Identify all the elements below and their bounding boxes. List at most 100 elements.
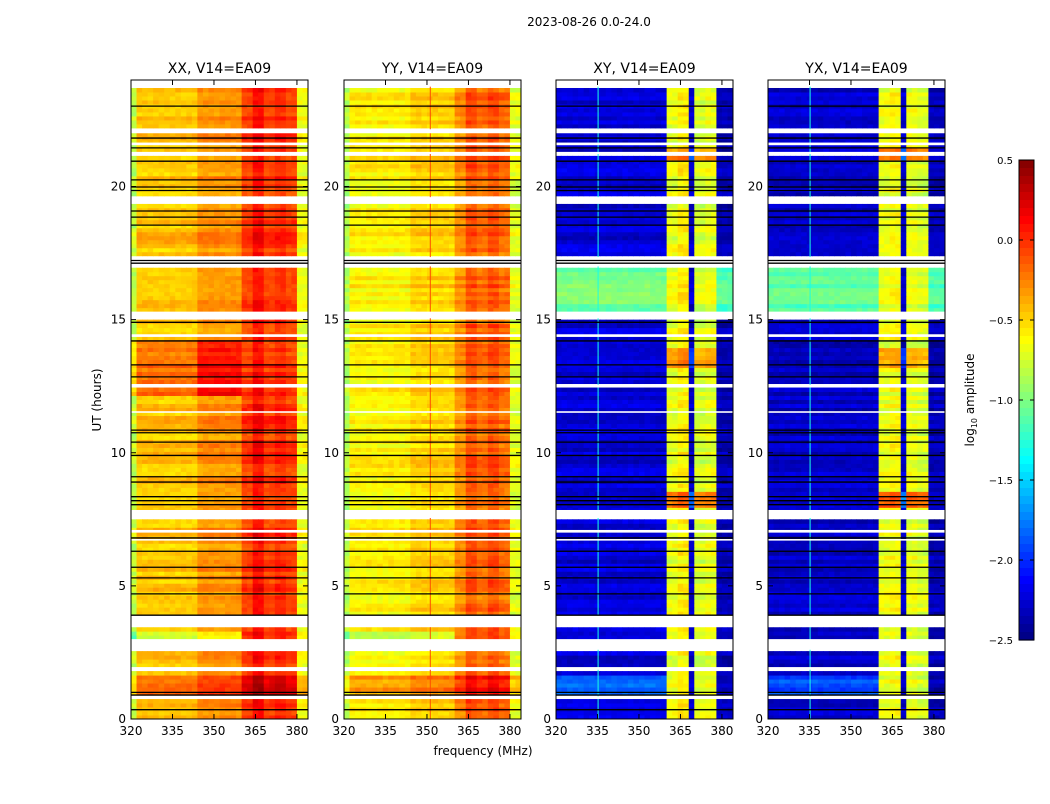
heatmap-cell — [142, 328, 148, 332]
heatmap-cell — [297, 276, 303, 280]
heatmap-cell — [269, 100, 275, 104]
heatmap-cell — [394, 651, 400, 655]
heatmap-cell — [253, 571, 259, 575]
heatmap-cell — [258, 675, 264, 679]
heatmap-cell — [192, 671, 198, 675]
heatmap-cell — [164, 272, 170, 276]
heatmap-cell — [153, 364, 159, 368]
heatmap-cell — [208, 228, 214, 232]
heatmap-cell — [142, 292, 148, 296]
heatmap-cell — [504, 699, 510, 703]
heatmap-cell — [170, 523, 176, 527]
heatmap-cell — [421, 679, 427, 683]
heatmap-cell — [286, 272, 292, 276]
heatmap-cell — [214, 388, 220, 392]
heatmap-cell — [220, 699, 226, 703]
heatmap-cell — [181, 280, 187, 284]
heatmap-cell — [131, 687, 137, 691]
heatmap-cell — [170, 220, 176, 224]
heatmap-cell — [253, 284, 259, 288]
heatmap-cell — [203, 459, 209, 463]
heatmap-cell — [164, 392, 170, 396]
heatmap-cell — [291, 483, 297, 487]
heatmap-cell — [225, 487, 231, 491]
heatmap-cell — [471, 679, 477, 683]
heatmap-cell — [214, 276, 220, 280]
heatmap-cell — [164, 443, 170, 447]
heatmap-cell — [214, 300, 220, 304]
heatmap-cell — [131, 348, 137, 352]
heatmap-cell — [153, 292, 159, 296]
heatmap-cell — [366, 683, 372, 687]
heatmap-cell — [192, 483, 198, 487]
heatmap-cell — [203, 483, 209, 487]
heatmap-cell — [170, 88, 176, 92]
heatmap-cell — [197, 344, 203, 348]
heatmap-cell — [208, 388, 214, 392]
heatmap-cell — [247, 483, 253, 487]
heatmap-cell — [181, 292, 187, 296]
heatmap-cell — [148, 300, 154, 304]
heatmap-cell — [247, 523, 253, 527]
heatmap-cell — [269, 655, 275, 659]
heatmap-cell — [159, 88, 165, 92]
heatmap-cell — [247, 120, 253, 124]
heatmap-cell — [264, 435, 270, 439]
heatmap-cell — [197, 627, 203, 631]
heatmap-cell — [186, 703, 192, 707]
heatmap-cell — [236, 248, 242, 252]
heatmap-cell — [275, 651, 281, 655]
heatmap-cell — [164, 475, 170, 479]
heatmap-cell — [344, 711, 350, 715]
heatmap-cell — [170, 635, 176, 639]
heatmap-cell — [258, 244, 264, 248]
heatmap-cell — [131, 156, 137, 160]
heatmap-cell — [264, 280, 270, 284]
heatmap-cell — [236, 160, 242, 164]
heatmap-cell — [258, 459, 264, 463]
heatmap-cell — [275, 236, 281, 240]
heatmap-cell — [220, 224, 226, 228]
heatmap-cell — [197, 236, 203, 240]
heatmap-cell — [372, 711, 378, 715]
heatmap-cell — [247, 396, 253, 400]
heatmap-cell — [131, 392, 137, 396]
heatmap-cell — [269, 364, 275, 368]
heatmap-cell — [231, 88, 237, 92]
heatmap-cell — [236, 228, 242, 232]
heatmap-cell — [231, 232, 237, 236]
heatmap-cell — [159, 92, 165, 96]
heatmap-cell — [153, 392, 159, 396]
heatmap-cell — [197, 447, 203, 451]
heatmap-cell — [280, 236, 286, 240]
heatmap-cell — [225, 571, 231, 575]
heatmap-cell — [225, 236, 231, 240]
heatmap-cell — [203, 415, 209, 419]
heatmap-cell — [269, 475, 275, 479]
heatmap-cell — [280, 519, 286, 523]
heatmap-cell — [203, 443, 209, 447]
heatmap-cell — [192, 344, 198, 348]
heatmap-cell — [159, 687, 165, 691]
heatmap-cell — [421, 699, 427, 703]
heatmap-cell — [153, 164, 159, 168]
heatmap-cell — [236, 495, 242, 499]
heatmap-cell — [242, 679, 248, 683]
heatmap-cell — [258, 567, 264, 571]
heatmap-cell — [258, 631, 264, 635]
heatmap-cell — [253, 519, 259, 523]
heatmap-cell — [280, 120, 286, 124]
heatmap-cell — [344, 635, 350, 639]
heatmap-cell — [214, 124, 220, 128]
heatmap-cell — [159, 360, 165, 364]
heatmap-cell — [159, 116, 165, 120]
heatmap-cell — [164, 368, 170, 372]
heatmap-cell — [416, 651, 422, 655]
heatmap-cell — [214, 459, 220, 463]
heatmap-cell — [247, 571, 253, 575]
heatmap-cell — [131, 663, 137, 667]
heatmap-cell — [131, 519, 137, 523]
heatmap-cell — [137, 659, 143, 663]
heatmap-cell — [203, 675, 209, 679]
heatmap-cell — [275, 272, 281, 276]
